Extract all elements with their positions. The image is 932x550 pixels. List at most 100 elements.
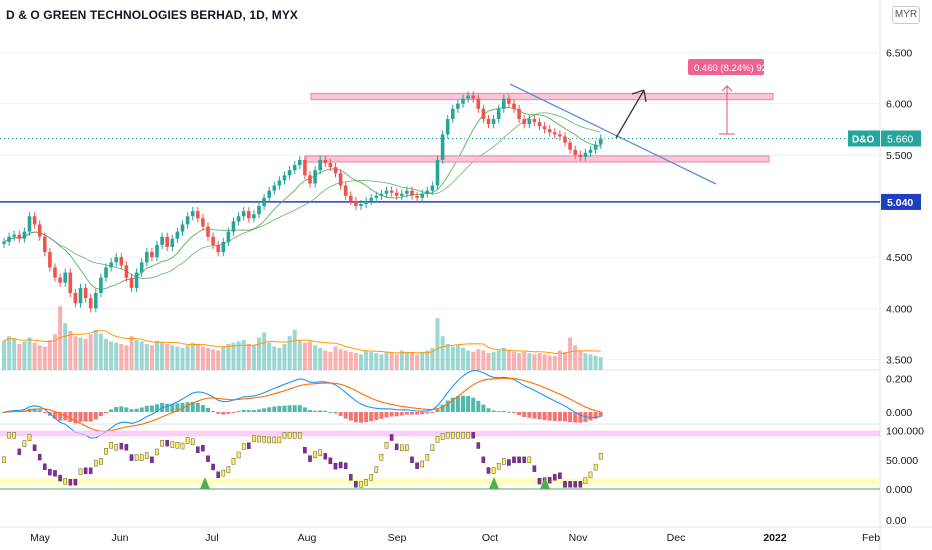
macd-histogram-bar: [420, 412, 425, 415]
volume-bar: [348, 351, 353, 370]
macd-histogram-bar: [226, 412, 231, 414]
macd-histogram-bar: [277, 405, 282, 412]
rsi-bar: [440, 433, 445, 440]
rsi-bar: [267, 436, 272, 444]
volume-bar: [216, 350, 221, 370]
rsi-bar: [201, 444, 205, 452]
candle-body: [196, 211, 200, 219]
macd-histogram-bar: [83, 412, 88, 422]
volume-bar: [251, 345, 256, 370]
candle-body: [328, 163, 333, 168]
candle-body: [257, 206, 261, 215]
macd-tick-label: 0.200: [886, 374, 912, 386]
macd-histogram-bar: [399, 412, 404, 416]
macd-histogram-bar: [272, 406, 277, 412]
macd-histogram-bar: [109, 409, 114, 412]
rsi-bar: [593, 463, 598, 471]
candle-body: [486, 119, 491, 125]
rsi-bar: [420, 460, 425, 468]
rsi-bar: [272, 436, 277, 444]
stoch-rsi-panel: [0, 430, 880, 490]
candle-body: [349, 195, 353, 201]
rsi-bar: [563, 481, 567, 488]
volume-bar: [98, 333, 103, 370]
macd-histogram-bar: [114, 406, 119, 412]
candle-body: [78, 287, 83, 304]
volume-bar: [578, 350, 583, 370]
measure-label: 0.460 (8.24%) 92: [694, 63, 767, 74]
candle-body: [420, 193, 424, 198]
macd-histogram-bar: [129, 409, 134, 412]
currency-button[interactable]: MYR: [892, 6, 920, 24]
rsi-bar: [384, 442, 389, 449]
volume-bar: [506, 350, 511, 370]
candle-body: [211, 236, 215, 245]
rsi-bar: [206, 455, 210, 462]
drawings[interactable]: 0.460 (8.24%) 92: [509, 59, 767, 185]
rsi-bar: [236, 451, 241, 459]
macd-histogram-bar: [149, 405, 154, 412]
volume-bars: [2, 306, 603, 370]
volume-bar: [246, 344, 251, 370]
candle-body: [201, 218, 205, 227]
volume-bar: [389, 353, 394, 370]
candle-body: [573, 149, 577, 155]
rsi-bar: [476, 442, 481, 449]
candle-body: [175, 231, 180, 239]
candle-body: [221, 241, 226, 253]
volume-bar: [134, 340, 139, 370]
macd-line: [3, 369, 601, 439]
volume-bar: [338, 349, 343, 370]
last-price-label: 5.660: [887, 133, 913, 145]
macd-histogram-bar: [206, 408, 210, 412]
volume-bar: [318, 347, 323, 370]
candle-body: [43, 236, 47, 253]
candle-body: [272, 185, 277, 191]
rsi-bar: [405, 444, 409, 452]
rsi-bar: [155, 448, 159, 456]
candle-body: [287, 170, 292, 176]
candle-body: [415, 195, 419, 198]
candle-body: [88, 298, 93, 309]
price-tick-label: 5.500: [886, 150, 912, 162]
macd-histogram-bar: [348, 412, 353, 421]
macd-histogram-bar: [88, 412, 93, 422]
oversold-band: [0, 478, 880, 485]
candle-body: [99, 277, 103, 294]
volume-bar: [404, 351, 409, 370]
time-tick-label: Feb: [862, 532, 880, 544]
macd-histogram-bar: [139, 407, 144, 412]
candle-body: [134, 272, 139, 288]
rsi-bar: [17, 448, 22, 456]
macd-histogram-bar: [415, 412, 420, 415]
candle-body: [83, 287, 88, 299]
rsi-bar: [522, 456, 526, 464]
macd-histogram-bar: [384, 412, 389, 418]
volume-bar: [2, 340, 6, 370]
candle-body: [180, 224, 185, 232]
volume-bar: [165, 344, 170, 370]
time-axis: May Jun Jul Aug Sep Oct Nov Dec 2022 Feb 0.00: [0, 515, 932, 544]
macd-histogram-bar: [216, 412, 221, 414]
rsi-bar: [180, 442, 185, 450]
volume-bar: [517, 353, 522, 370]
rsi-bar: [583, 477, 588, 484]
macd-histogram-bar: [93, 412, 98, 420]
rsi-bar: [517, 456, 521, 464]
volume-bar: [185, 345, 190, 370]
candle-body: [389, 190, 394, 193]
candle-body: [241, 211, 246, 217]
rsi-bar: [359, 481, 363, 488]
rsi-bar: [486, 467, 491, 474]
rsi-bar: [573, 481, 577, 488]
volume-bar: [445, 344, 450, 370]
volume-bar: [109, 341, 114, 370]
candle-body: [32, 216, 37, 225]
rsi-bar: [277, 436, 282, 444]
candle-body: [150, 252, 154, 258]
candle-body: [48, 252, 52, 268]
macd-histogram-bar: [394, 412, 399, 417]
candle-body: [17, 234, 22, 239]
candle-body: [313, 170, 317, 184]
